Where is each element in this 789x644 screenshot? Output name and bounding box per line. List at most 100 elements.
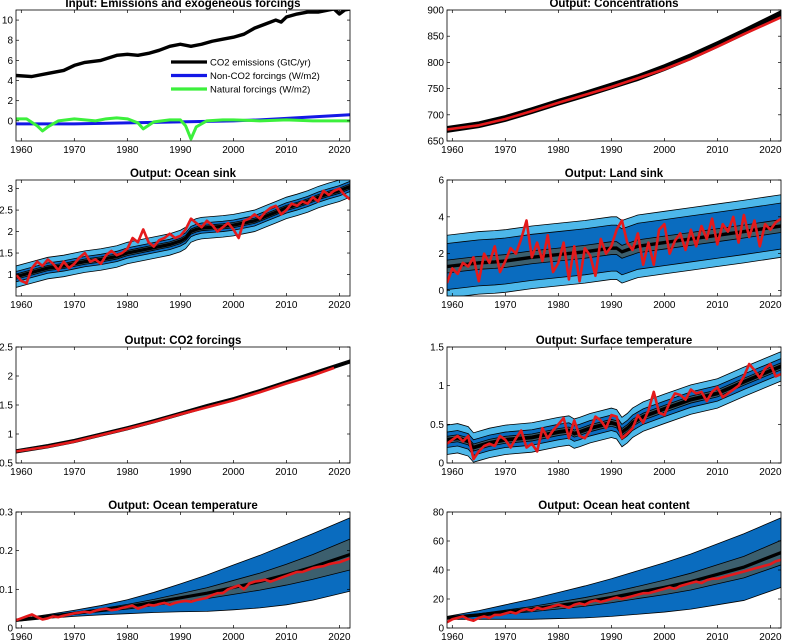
axes-box [15, 346, 351, 464]
y-tick-label: 900 [427, 6, 444, 17]
x-tick-label: 2020 [759, 467, 782, 478]
panel-concentrations: 1960 1970 1980 1990 2000 2010 2020 650 700 750 800… [427, 0, 782, 156]
x-tick-label: 1960 [10, 467, 33, 478]
y-tick-label: 2 [438, 249, 444, 260]
series-natural-forcings [16, 116, 350, 141]
y-tick-label: 2 [7, 227, 13, 238]
x-tick-label: 1990 [169, 145, 192, 156]
series-co2-emissions [16, 10, 350, 79]
y-tick-label: 40 [433, 566, 445, 577]
panel-title: Output: CO2 forcings [125, 335, 242, 347]
x-tick-label: 1990 [600, 145, 623, 156]
y-tick-label: 0 [438, 459, 444, 470]
x-tick-label: 1990 [600, 300, 623, 311]
y-tick-label: 3 [7, 184, 13, 195]
band-outer [16, 359, 350, 454]
x-tick-label: 2020 [759, 300, 782, 311]
x-tick-label: 1970 [494, 145, 517, 156]
x-tick-label: 2000 [653, 632, 676, 643]
x-tick-label: 1990 [169, 300, 192, 311]
y-tick-label: 0 [438, 624, 444, 635]
x-tick-label: 1980 [116, 467, 139, 478]
x-tick-label: 1980 [116, 632, 139, 643]
panel-inputs: CO2 emissions (GtC/yr) Non-CO2 forcings (… [2, 0, 351, 156]
y-tick-label: 800 [427, 58, 444, 69]
y-tick-label: 10 [2, 16, 14, 27]
plot-area [16, 517, 350, 622]
x-tick-label: 1990 [600, 467, 623, 478]
y-tick-label: 1 [7, 430, 13, 441]
y-tick-label: 0 [7, 116, 13, 127]
x-tick-label: 2020 [759, 145, 782, 156]
observed-line [16, 366, 335, 453]
x-tick-label: 2020 [328, 467, 351, 478]
y-tick-label: 8 [7, 36, 13, 47]
y-tick-label: 0 [438, 286, 444, 297]
center-band [447, 364, 781, 450]
x-tick-label: 2020 [328, 145, 351, 156]
observed-line [447, 558, 781, 624]
plot-area [16, 180, 350, 288]
x-tick-label: 1960 [10, 145, 33, 156]
x-tick-label: 1980 [116, 145, 139, 156]
axes-box [15, 511, 351, 629]
band-outer [447, 517, 781, 620]
panel-title: Output: Land sink [565, 168, 664, 180]
panel-ocean_temperature: 1960 1970 1980 1990 2000 2010 2020 0 0.1 0.2 0.3 Ou… [0, 500, 351, 643]
legend-label: CO2 emissions (GtC/yr) [210, 58, 311, 69]
axes-box [446, 346, 782, 464]
legend-item-co2: CO2 emissions (GtC/yr) [171, 58, 311, 69]
x-tick-label: 1980 [547, 145, 570, 156]
panel-title: Output: Ocean temperature [108, 500, 258, 512]
y-tick-label: 0.3 [0, 508, 13, 519]
panel-ocean_heat_content: 1960 1970 1980 1990 2000 2010 2020 0 20 40 60 80 Out… [433, 500, 782, 643]
y-tick-label: 850 [427, 32, 444, 43]
plot-area [447, 351, 781, 463]
x-tick-label: 2020 [328, 632, 351, 643]
plot-area [447, 10, 781, 133]
y-tick-label: 0.5 [0, 459, 13, 470]
panel-title: Input: Emissions and exogeneous forcings [65, 0, 300, 10]
center-band [447, 10, 781, 133]
x-tick-label: 1970 [494, 632, 517, 643]
x-tick-label: 1970 [494, 300, 517, 311]
x-tick-label: 2000 [222, 145, 245, 156]
y-tick-label: 1 [438, 381, 444, 392]
y-tick-label: 0.1 [0, 585, 13, 596]
y-tick-label: 1.5 [0, 401, 13, 412]
x-tick-label: 2010 [706, 467, 729, 478]
x-tick-label: 2000 [653, 300, 676, 311]
y-tick-label: 1 [7, 270, 13, 281]
x-tick-label: 1990 [169, 467, 192, 478]
x-tick-label: 1970 [494, 467, 517, 478]
y-tick-label: 4 [438, 212, 444, 223]
axes-box [446, 179, 782, 297]
plot-area [16, 359, 350, 454]
x-tick-label: 1980 [547, 467, 570, 478]
x-tick-label: 1960 [441, 145, 464, 156]
x-tick-label: 1980 [547, 632, 570, 643]
panel-title: Output: Concentrations [549, 0, 678, 10]
observed-line [16, 187, 350, 285]
x-tick-label: 2010 [706, 300, 729, 311]
center-band [16, 359, 350, 453]
axes-box [446, 9, 782, 142]
observed-line [16, 557, 350, 622]
panel-title: Output: Surface temperature [536, 335, 693, 347]
x-tick-label: 2010 [275, 145, 298, 156]
x-tick-label: 2020 [328, 300, 351, 311]
y-tick-label: 6 [438, 176, 444, 187]
x-tick-label: 2010 [706, 632, 729, 643]
x-tick-label: 1960 [441, 300, 464, 311]
x-tick-label: 2000 [222, 632, 245, 643]
panel-land_sink: 1960 1970 1980 1990 2000 2010 2020 0 2 4 6 Output: … [438, 168, 782, 311]
axes-box [15, 9, 351, 142]
y-tick-label: 650 [427, 137, 444, 148]
x-tick-label: 1990 [169, 632, 192, 643]
x-tick-label: 1960 [441, 467, 464, 478]
x-tick-label: 2010 [275, 467, 298, 478]
x-tick-label: 2020 [759, 632, 782, 643]
legend-item-non-co2: Non-CO2 forcings (W/m2) [171, 71, 320, 82]
y-tick-label: 80 [433, 508, 445, 519]
